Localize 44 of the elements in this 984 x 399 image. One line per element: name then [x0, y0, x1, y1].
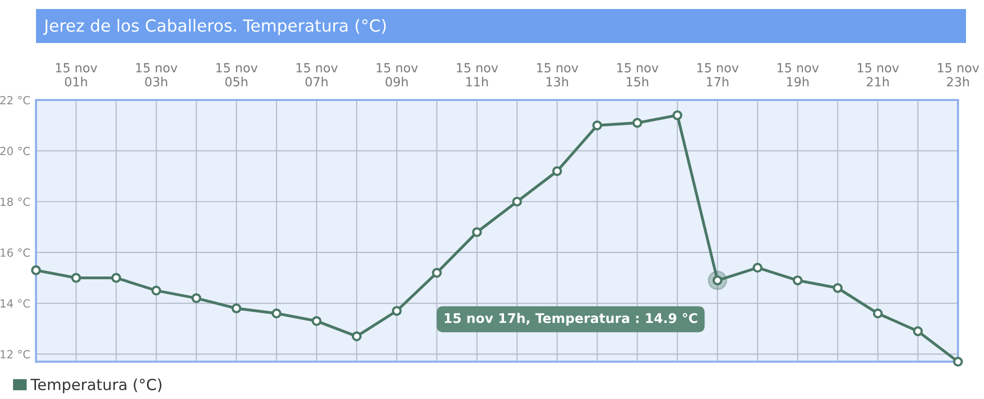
point	[472, 227, 482, 238]
legend-label: Temperatura (°C)	[30, 378, 162, 394]
x-tick-label: 15 nov 11h	[456, 63, 498, 86]
y-tick-label: 18 °C	[0, 198, 30, 206]
y-tick-label: 12 °C	[0, 350, 30, 358]
x-tick-label: 15 nov 05h	[216, 63, 258, 86]
point	[31, 265, 41, 276]
x-tick-label: 15 nov 17h	[697, 63, 739, 86]
point	[912, 326, 923, 336]
point	[312, 316, 322, 326]
point	[632, 118, 642, 128]
chart-title: Jerez de los Caballeros. Temperatura (°C)	[43, 18, 386, 36]
y-tick-label: 14 °C	[0, 299, 30, 308]
annotation: 15 nov 17h, Temperatura : 14.9 °C	[444, 312, 698, 326]
point	[432, 268, 442, 278]
point	[953, 356, 963, 367]
y-tick-label: 20 °C	[0, 146, 30, 156]
x-tick-label: 15 nov 09h	[376, 63, 418, 86]
point	[592, 120, 602, 130]
point	[832, 283, 843, 293]
point	[272, 308, 282, 318]
x-tick-label: 15 nov 19h	[778, 63, 819, 86]
x-tick-label: 15 nov 03h	[136, 63, 178, 86]
point	[552, 166, 562, 176]
point	[191, 293, 202, 304]
x-tick-label: 15 nov 21h	[858, 63, 899, 86]
x-tick-label: 15 nov 07h	[296, 63, 338, 86]
x-tick-label: 15 nov 15h	[617, 63, 658, 86]
point	[672, 110, 682, 120]
point	[111, 272, 122, 283]
point	[752, 262, 762, 273]
point	[512, 196, 522, 207]
point	[352, 331, 362, 342]
point	[151, 286, 162, 296]
y-tick-label: 22 °C	[0, 96, 30, 104]
point	[232, 303, 242, 314]
point	[872, 308, 883, 318]
x-tick-label: 15 nov 01h	[56, 63, 98, 86]
point	[792, 275, 803, 286]
x-tick-label: 15 nov 13h	[537, 63, 578, 86]
point	[71, 272, 82, 283]
x-tick-label: 15 nov 23h	[938, 63, 980, 86]
y-tick-label: 16 °C	[0, 248, 30, 257]
point	[392, 306, 402, 316]
